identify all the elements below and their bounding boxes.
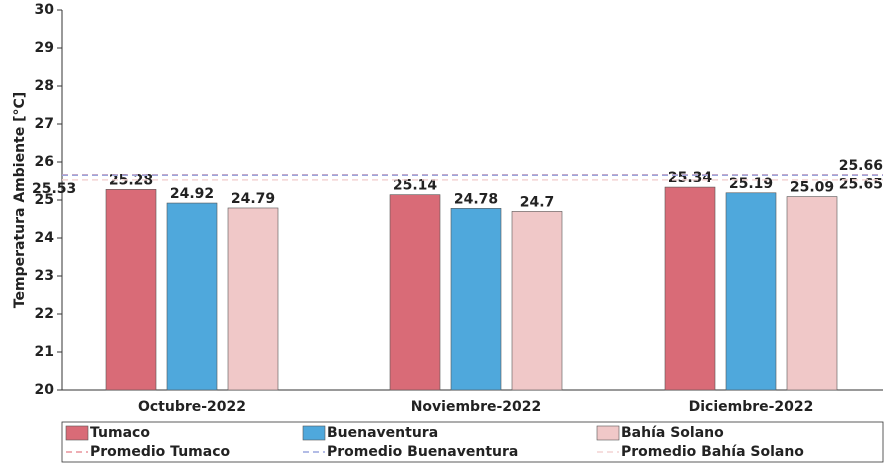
bar (786, 196, 838, 391)
bar (166, 202, 218, 391)
legend-swatch (596, 425, 620, 441)
y-tick-label: 20 (35, 382, 55, 398)
x-tick-label: Noviembre-2022 (411, 399, 542, 415)
legend-label: Bahía Solano (621, 425, 724, 441)
value-label: 24.92 (170, 186, 214, 202)
y-axis-label: Temperatura Ambiente [°C] (12, 92, 28, 308)
y-tick-label: 27 (35, 116, 54, 132)
legend-swatch (302, 425, 326, 441)
bar (725, 192, 777, 391)
y-tick-label: 23 (35, 268, 54, 284)
y-tick-label: 24 (35, 230, 55, 246)
legend-swatch (65, 425, 89, 441)
bar (450, 208, 502, 391)
x-tick-label: Octubre-2022 (138, 399, 246, 415)
y-tick-label: 21 (35, 344, 54, 360)
y-tick-label: 29 (35, 40, 54, 56)
legend-box (61, 421, 884, 463)
legend-label: Promedio Buenaventura (327, 444, 518, 460)
value-label: 24.78 (454, 191, 498, 207)
reference-label: 25.66 (839, 158, 883, 174)
y-tick-label: 26 (35, 154, 54, 170)
y-tick-label: 22 (35, 306, 54, 322)
y-tick-label: 28 (35, 78, 54, 94)
value-label: 24.79 (231, 191, 275, 207)
x-tick-label: Diciembre-2022 (689, 399, 814, 415)
value-label: 25.14 (393, 178, 438, 194)
reference-label: 25.65 (839, 176, 883, 192)
bar (664, 186, 716, 391)
value-label: 25.34 (668, 170, 713, 186)
bar (227, 207, 279, 391)
value-label: 25.09 (790, 180, 834, 196)
reference-label: 25.53 (32, 181, 76, 197)
legend-label: Tumaco (90, 425, 150, 441)
bar (511, 211, 563, 391)
value-label: 25.19 (729, 176, 773, 192)
bar (105, 189, 157, 391)
legend-label: Promedio Bahía Solano (621, 444, 804, 460)
value-label: 25.28 (109, 172, 153, 188)
value-label: 24.7 (520, 194, 555, 210)
legend-label: Promedio Tumaco (90, 444, 230, 460)
legend-label: Buenaventura (327, 425, 438, 441)
bar (389, 194, 441, 391)
y-tick-label: 30 (35, 2, 55, 18)
y-tick-label: 25 (35, 192, 54, 208)
